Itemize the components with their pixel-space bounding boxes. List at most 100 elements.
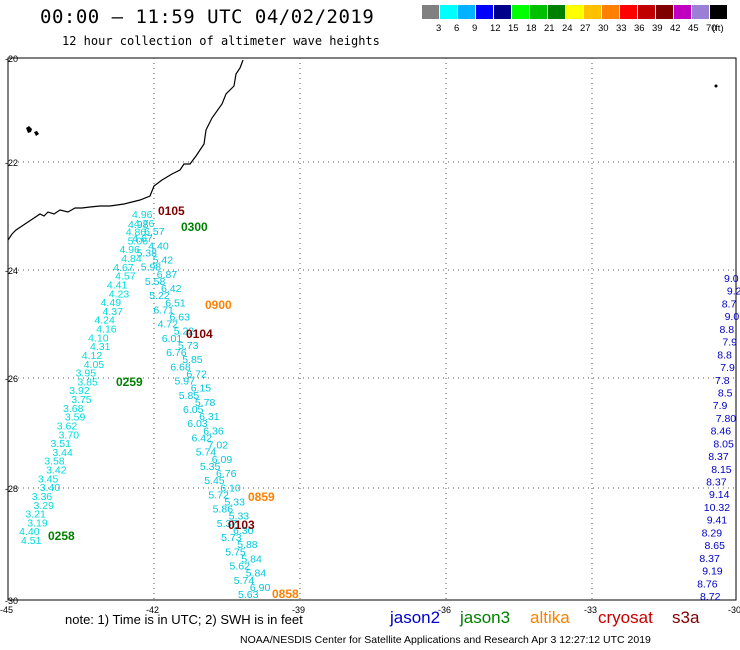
scale-swatch (566, 5, 583, 19)
wave-height-value: 10.32 (704, 502, 730, 514)
scale-swatch (710, 5, 727, 19)
wave-height-value: 4.37 (103, 306, 124, 318)
pass-time-label: 0900 (205, 298, 232, 312)
wave-height-value: 4.86 (126, 227, 147, 239)
scale-tick-label: 24 (562, 23, 573, 34)
wave-height-value: 5.63 (238, 589, 259, 601)
wave-height-value: 7.80 (716, 413, 737, 425)
map-subtitle: 12 hour collection of altimeter wave hei… (62, 34, 380, 48)
coastline (7, 59, 244, 241)
credit-line: NOAA/NESDIS Center for Satellite Applica… (240, 634, 651, 646)
wave-height-value: 5.86 (213, 504, 234, 516)
footnote: note: 1) Time is in UTC; 2) SWH is in fe… (65, 612, 303, 627)
pass-time-label: 0858 (272, 587, 299, 601)
wave-height-value: 6.68 (170, 361, 191, 373)
wave-height-value: 9.41 (707, 515, 728, 527)
wave-height-value: 8.8 (717, 349, 732, 361)
pass-time-label: 0105 (158, 204, 185, 218)
wave-height-value: 3.68 (63, 403, 84, 415)
wave-height-value: 3.40 (40, 482, 61, 494)
wave-height-value: 6.72 (186, 368, 207, 380)
wave-height-value: 6.76 (166, 347, 187, 359)
wave-height-value: 6.42 (192, 433, 213, 445)
scale-tick-label: 15 (508, 23, 519, 34)
scale-tick-label: 21 (544, 23, 555, 34)
map-title: 00:00 – 11:59 UTC 04/02/2019 (40, 6, 375, 28)
lat-lon-grid: -20-22-24-26-28-30-45 -42 -39 -36 -33 -30 (0, 54, 740, 615)
wave-height-value: 5.73 (221, 532, 242, 544)
wave-height-value: 5.85 (179, 390, 200, 402)
scale-swatch (440, 5, 457, 19)
wave-height-value: 3.92 (69, 385, 90, 397)
wave-height-value: 6.90 (250, 582, 271, 594)
island (714, 84, 718, 88)
wave-height-value: 5.33 (225, 497, 246, 509)
scale-tick-label: 18 (526, 23, 537, 34)
pass-time-label: 0104 (186, 327, 213, 341)
wave-height-value: 4.96 (120, 244, 141, 256)
wave-height-value: 3.62 (57, 421, 78, 433)
wave-height-value: 3.70 (59, 429, 80, 441)
wave-height-value: 6.31 (199, 411, 220, 423)
wave-height-value: 5.58 (145, 276, 166, 288)
wave-height-value: 5.22 (149, 290, 170, 302)
wave-height-value: 5.98 (141, 262, 162, 274)
wave-height-value: 3.29 (34, 500, 55, 512)
scale-swatch (494, 5, 511, 19)
pass-time-label: 0300 (181, 220, 208, 234)
wave-height-value: 6.57 (144, 226, 165, 238)
wave-height-value: 5.73 (178, 340, 199, 352)
wave-height-value: 5.33 (229, 511, 250, 523)
wave-height-value: 8.15 (711, 464, 732, 476)
wave-height-value: 4.40 (148, 240, 169, 252)
wave-height-value: 8.65 (705, 540, 726, 552)
scale-swatch (584, 5, 601, 19)
wave-height-value: 5.78 (195, 397, 216, 409)
lat-tick-label: -22 (5, 158, 18, 168)
scale-tick-label: 12 (490, 23, 501, 34)
island (34, 131, 39, 136)
wave-height-value: 6.42 (161, 283, 182, 295)
wave-height-value: 5.88 (237, 539, 258, 551)
wave-height-value: 8.72 (700, 591, 721, 603)
wave-height-value: 5.45 (204, 475, 225, 487)
scale-swatch (656, 5, 673, 19)
pass-time-labels: 0105 0300 0900 0104 0259 0258 0859 0103 0858 (48, 204, 299, 601)
wave-height-value: 4.67 (132, 233, 153, 245)
pass-time-label: 0103 (228, 518, 255, 532)
wave-height-value: 5.84 (246, 568, 267, 580)
wave-height-value: 4.84 (121, 253, 142, 265)
wave-height-value: 4.67 (113, 262, 134, 274)
wave-height-value: 4.96 (132, 209, 153, 221)
scale-tick-label: 6 (454, 23, 460, 34)
scale-swatch (530, 5, 547, 19)
wave-height-value: 4.31 (90, 341, 111, 353)
wave-height-value: 4.12 (82, 350, 103, 362)
wave-height-value: 4.41 (107, 280, 128, 292)
wave-height-value: 4.10 (88, 332, 109, 344)
wave-height-value: 6.05 (183, 404, 204, 416)
lat-tick-label: -28 (5, 484, 18, 494)
pass-time-label: 0258 (48, 529, 75, 543)
wave-height-value: 4.23 (109, 288, 130, 300)
scale-swatch (476, 5, 493, 19)
wave-height-value: 3.51 (51, 438, 72, 450)
wave-height-value: 6.87 (157, 269, 178, 281)
pass-time-label: 0259 (116, 375, 143, 389)
scale-swatch (620, 5, 637, 19)
wave-height-value: 3.85 (77, 376, 98, 388)
satellite-legend-item: jason3 (460, 608, 511, 627)
wave-height-value: 7.02 (208, 440, 229, 452)
lon-tick-label: -33 (584, 605, 597, 615)
wave-height-value: 8.46 (711, 426, 732, 438)
wave-height-value: 5.35 (200, 461, 221, 473)
wave-height-value: 3.59 (65, 412, 86, 424)
wave-height-value: 4.40 (19, 526, 40, 538)
wave-height-value: 3.42 (46, 465, 67, 477)
wave-height-value: 8.7 (722, 298, 737, 310)
scale-swatch (548, 5, 565, 19)
lon-tick-label: -45 (0, 605, 13, 615)
scale-unit-label: (ft) (712, 23, 724, 34)
wave-height-value: 6.03 (187, 418, 208, 430)
wave-height-value: 6.30 (233, 525, 254, 537)
